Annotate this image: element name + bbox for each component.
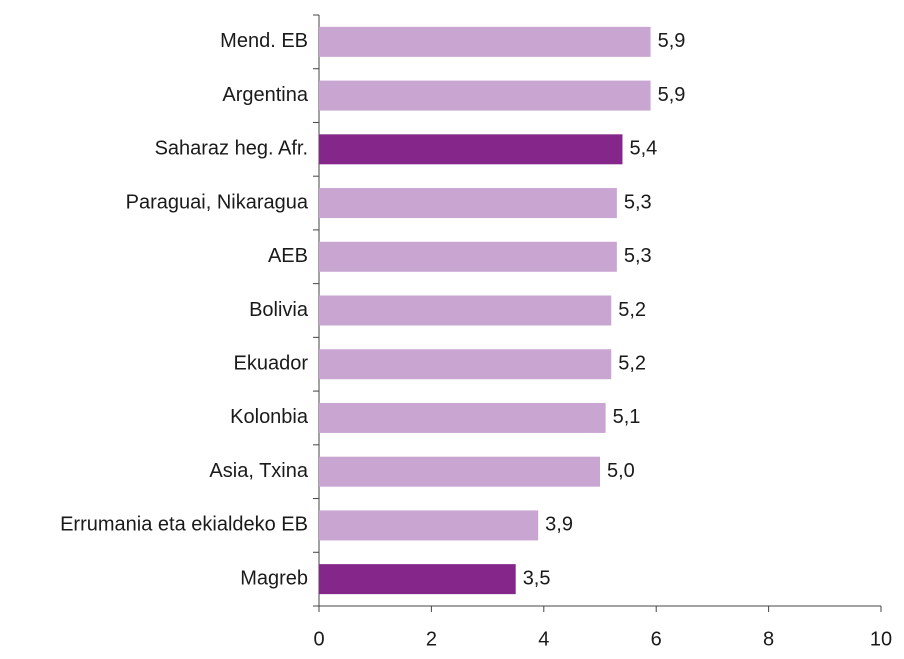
bar: [319, 402, 606, 433]
x-tick-label: 2: [426, 628, 437, 650]
bar: [319, 80, 651, 111]
y-tick-label: Mend. EB: [220, 30, 308, 52]
y-tick-label: AEB: [268, 245, 308, 267]
value-label: 5,4: [629, 138, 657, 160]
value-label: 5,2: [618, 353, 646, 375]
y-tick-label: Asia, Txina: [209, 460, 308, 482]
x-tick-label: 6: [651, 628, 662, 650]
bar: [319, 456, 600, 487]
y-tick-label: Argentina: [222, 84, 308, 106]
x-tick-label: 8: [763, 628, 774, 650]
bar: [319, 241, 617, 272]
x-tick-label: 10: [870, 628, 892, 650]
bar: [319, 564, 516, 595]
y-tick-label: Paraguai, Nikaragua: [126, 191, 309, 213]
value-label: 5,9: [658, 84, 686, 106]
bar: [319, 349, 612, 380]
bar: [319, 295, 612, 326]
bar: [319, 134, 623, 165]
value-label: 3,5: [523, 567, 551, 589]
x-tick-label: 0: [313, 628, 324, 650]
bar: [319, 510, 539, 541]
x-tick-label: 4: [538, 628, 549, 650]
y-tick-label: Saharaz heg. Afr.: [155, 138, 308, 160]
value-label: 5,3: [624, 191, 652, 213]
bar: [319, 188, 617, 219]
value-label: 3,9: [545, 514, 573, 536]
y-tick-label: Bolivia: [249, 299, 309, 321]
value-label: 5,2: [618, 299, 646, 321]
value-label: 5,1: [613, 406, 641, 428]
y-tick-label: Errumania eta ekialdeko EB: [60, 514, 308, 536]
bar: [319, 26, 651, 57]
value-label: 5,9: [658, 30, 686, 52]
value-label: 5,0: [607, 460, 635, 482]
y-tick-label: Ekuador: [234, 353, 309, 375]
value-label: 5,3: [624, 245, 652, 267]
y-tick-label: Magreb: [240, 567, 308, 589]
y-tick-label: Kolonbia: [230, 406, 309, 428]
